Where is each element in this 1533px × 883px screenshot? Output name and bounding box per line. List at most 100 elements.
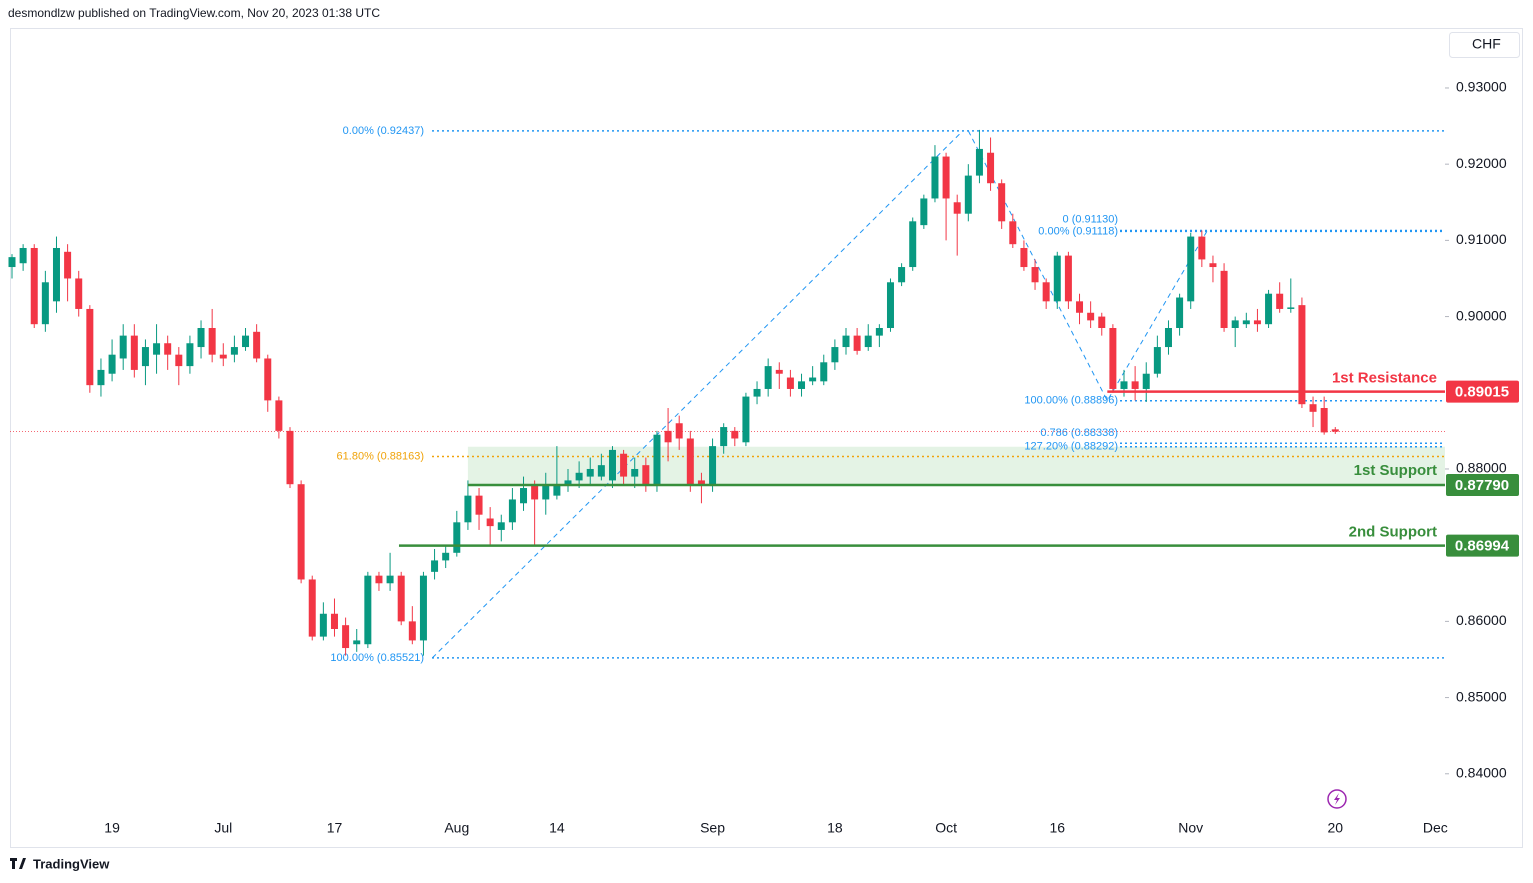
candle-body [1053,255,1061,302]
candle [197,320,205,359]
chart-frame [10,28,1523,848]
candle [886,278,894,332]
candle-body [8,257,16,268]
candle [1009,213,1017,248]
y-tick-label: 0.86000 [1456,612,1507,628]
support-zone [467,446,1445,485]
candle-body [1020,247,1028,268]
candle-body [219,354,227,359]
candle-body [1287,307,1295,309]
candle [431,548,439,580]
candle-body [875,328,883,336]
candle-body [364,575,372,645]
candle-body [853,335,861,351]
candle-body [19,247,27,264]
candle [364,571,372,649]
candle [875,324,883,348]
candle [1098,312,1106,336]
candle-body [164,343,172,355]
level-price-box [1446,380,1519,403]
candle-body [64,251,72,279]
replay-icon[interactable] [1327,789,1347,809]
candle [964,164,972,222]
candle [620,449,628,485]
candle-body [230,347,238,355]
candle [1242,312,1250,329]
candle-body [1209,263,1217,268]
candle [664,408,672,462]
candle-body [375,575,383,584]
candle [397,571,405,626]
candle-body [119,335,127,359]
candle [653,430,661,492]
candle [631,457,639,489]
candle-body [1042,282,1050,302]
currency-box [1449,32,1520,58]
candle-body [620,453,628,477]
candle [153,324,161,374]
y-tick-label: 0.92000 [1456,155,1507,171]
candle [1198,230,1206,268]
candle-body [920,198,928,226]
candle [253,324,261,363]
candle-body [820,362,828,382]
candle [141,339,149,386]
candle [97,358,105,397]
candle-body [1231,320,1239,329]
candle [675,415,683,450]
candle [898,263,906,287]
candle [931,145,939,203]
candle-body [531,484,539,500]
candle-body [709,446,717,485]
candle [419,571,427,656]
candle [219,343,227,367]
fib-label: 100.00% (0.88896) [1024,395,1118,407]
candle [720,423,728,454]
candle-body [1164,328,1172,348]
candle [1309,396,1317,428]
candle [987,137,995,191]
candle-body [308,579,316,637]
candle-body [597,465,605,477]
candle-body [942,156,950,199]
candle [230,335,238,363]
candle [308,575,316,641]
candle-body [1320,408,1328,433]
candle [686,430,694,492]
candle [1187,232,1195,309]
candle-body [586,468,594,477]
candle-body [442,552,450,561]
candle [709,438,717,492]
candle [8,254,16,279]
candle [52,236,60,313]
candle-body [330,613,338,629]
candle [375,571,383,591]
header: desmondlzw published on TradingView.com,… [8,6,380,20]
candle-body [153,343,161,355]
candle [1176,293,1184,336]
candle-body [998,183,1006,222]
candle [297,480,305,584]
candle [130,324,138,378]
candle-body [264,358,272,401]
candle [542,472,550,515]
candle [1320,396,1328,435]
candle [1053,251,1061,309]
candle-body [319,613,327,637]
candle [998,179,1006,229]
candle-body [1242,320,1250,325]
candle [1287,278,1295,313]
candle-body [453,522,461,553]
candle-body [497,522,505,530]
candle-body [1031,267,1039,283]
candle-body [86,308,94,386]
y-tick-label: 0.91000 [1456,231,1507,247]
candle [731,427,739,447]
candle-body [642,465,650,485]
candle-body [1076,301,1084,313]
candle [1031,259,1039,290]
candle [208,308,216,363]
candle-body [653,434,661,485]
candle-body [1087,312,1095,321]
